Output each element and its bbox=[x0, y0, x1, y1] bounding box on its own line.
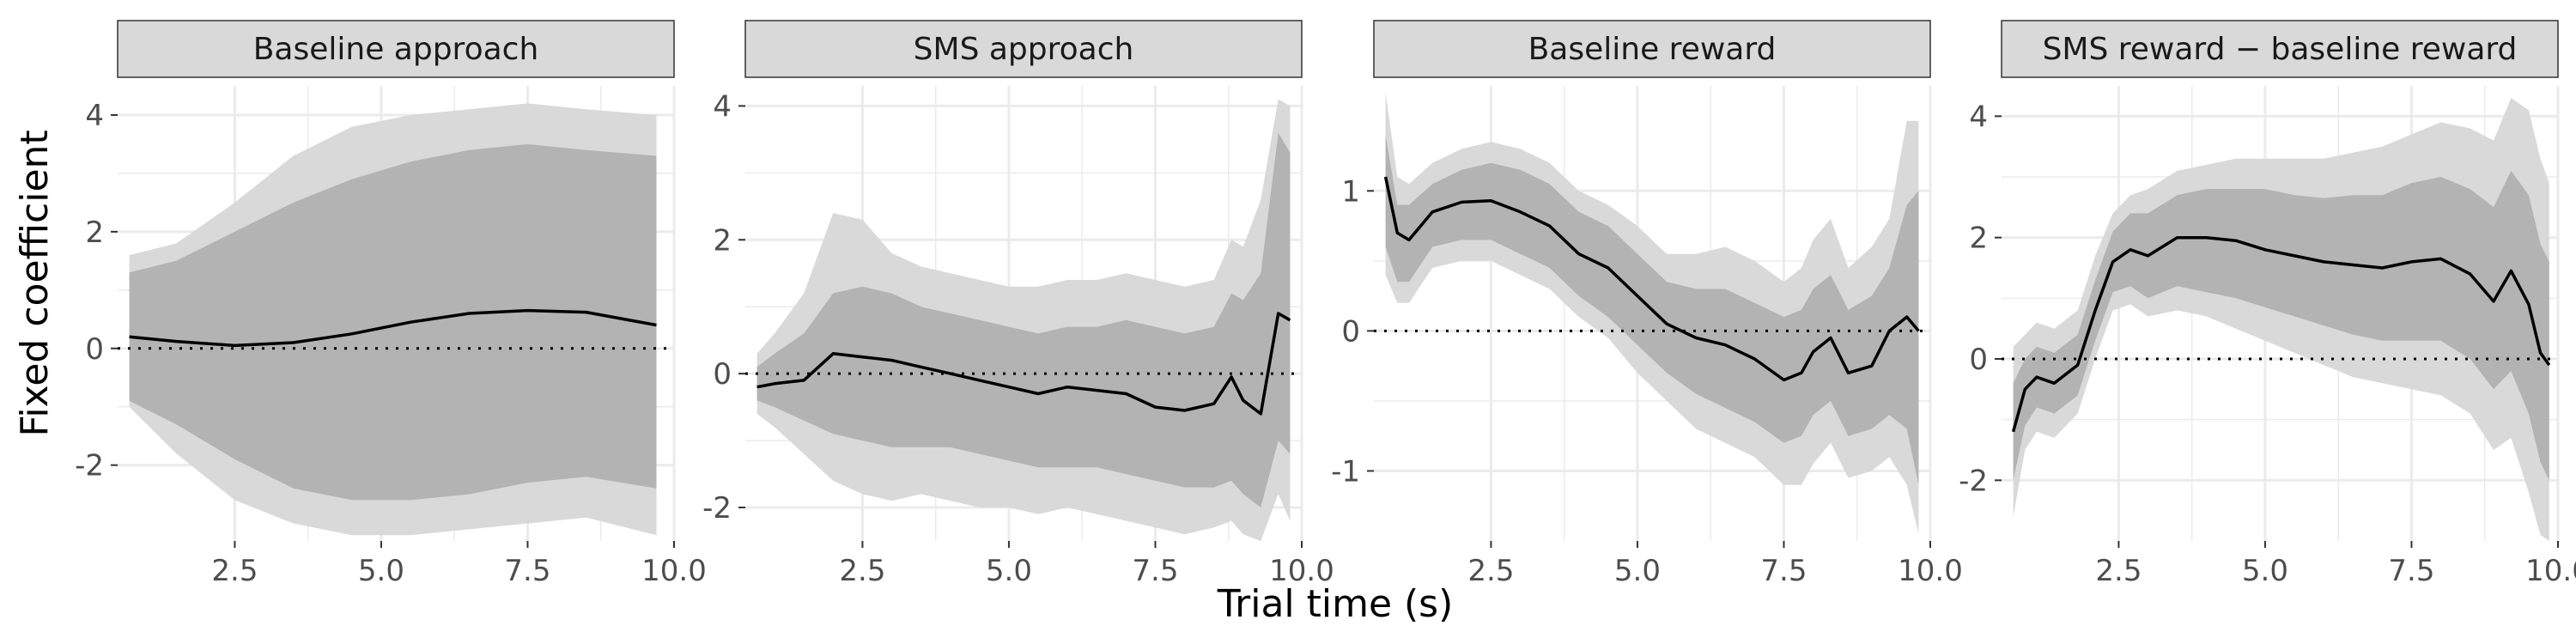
y-tick-label: 0 bbox=[1341, 314, 1360, 349]
panel: SMS reward − baseline reward -2 0 2 4 2.5 5.0 7… bbox=[1959, 20, 2576, 588]
x-tick-label: 5.0 bbox=[986, 554, 1032, 588]
x-tick-label: 10.0 bbox=[1898, 554, 1963, 588]
x-tick-label: 10.0 bbox=[641, 554, 707, 588]
y-axis-title: Fixed coefficient bbox=[13, 130, 57, 436]
strip-title: Baseline reward bbox=[1528, 32, 1777, 67]
y-tick-label: -2 bbox=[702, 491, 732, 526]
mean-line bbox=[129, 308, 657, 348]
x-axis-title: Trial time (s) bbox=[1217, 582, 1454, 626]
x-tick-label: 7.5 bbox=[1760, 554, 1807, 588]
panel: Baseline approach -2 0 2 4 2.5 5.0 7.5 10.0 bbox=[75, 20, 707, 588]
strip-header bbox=[1373, 20, 1931, 78]
panel: SMS approach -2 0 2 4 2.5 5.0 7.5 10.0 bbox=[702, 20, 1334, 588]
x-tick-label: 10.0 bbox=[2525, 554, 2576, 588]
mean-line bbox=[2011, 235, 2551, 433]
x-tick-label: 2.5 bbox=[2095, 554, 2142, 588]
x-tick-label: 7.5 bbox=[1132, 554, 1178, 588]
x-tick-label: 2.5 bbox=[1467, 554, 1514, 588]
strip-title: SMS approach bbox=[914, 32, 1134, 67]
y-tick-label: 0 bbox=[713, 357, 732, 392]
x-tick-label: 5.0 bbox=[1614, 554, 1661, 588]
y-tick-label: 2 bbox=[1969, 222, 1988, 256]
x-tick-label: 2.5 bbox=[211, 554, 258, 588]
mean-line bbox=[1383, 176, 1920, 382]
strip-header bbox=[117, 20, 675, 78]
y-tick-label: 2 bbox=[713, 223, 732, 258]
y-tick-label: 4 bbox=[85, 99, 104, 133]
mean-line bbox=[756, 312, 1291, 416]
strip-header bbox=[744, 20, 1303, 78]
y-tick-label: 4 bbox=[1969, 100, 1988, 134]
inner-confidence-band bbox=[129, 143, 657, 501]
y-tick-label: 2 bbox=[85, 216, 104, 250]
inner-confidence-band bbox=[756, 132, 1291, 507]
y-tick-label: 0 bbox=[85, 332, 104, 367]
x-tick-label: 2.5 bbox=[839, 554, 885, 588]
x-tick-label: 7.5 bbox=[504, 554, 550, 588]
x-tick-label: 10.0 bbox=[1269, 554, 1334, 588]
y-tick-label: 1 bbox=[1341, 174, 1360, 209]
strip-title: SMS reward − baseline reward bbox=[2043, 32, 2518, 67]
y-tick-label: 4 bbox=[713, 89, 732, 124]
inner-confidence-band bbox=[2013, 170, 2549, 481]
x-tick-label: 7.5 bbox=[2388, 554, 2434, 588]
y-tick-label: 0 bbox=[1969, 343, 1988, 377]
x-tick-label: 5.0 bbox=[358, 554, 404, 588]
y-tick-label: -2 bbox=[75, 449, 104, 483]
y-tick-label: -1 bbox=[1331, 454, 1360, 489]
strip-title: Baseline approach bbox=[253, 32, 539, 67]
panel: Baseline reward -1 0 1 2.5 5.0 7.5 10.0 bbox=[1331, 20, 1963, 588]
strip-header bbox=[2001, 20, 2559, 78]
x-tick-label: 5.0 bbox=[2242, 554, 2288, 588]
y-tick-label: -2 bbox=[1959, 464, 1988, 498]
